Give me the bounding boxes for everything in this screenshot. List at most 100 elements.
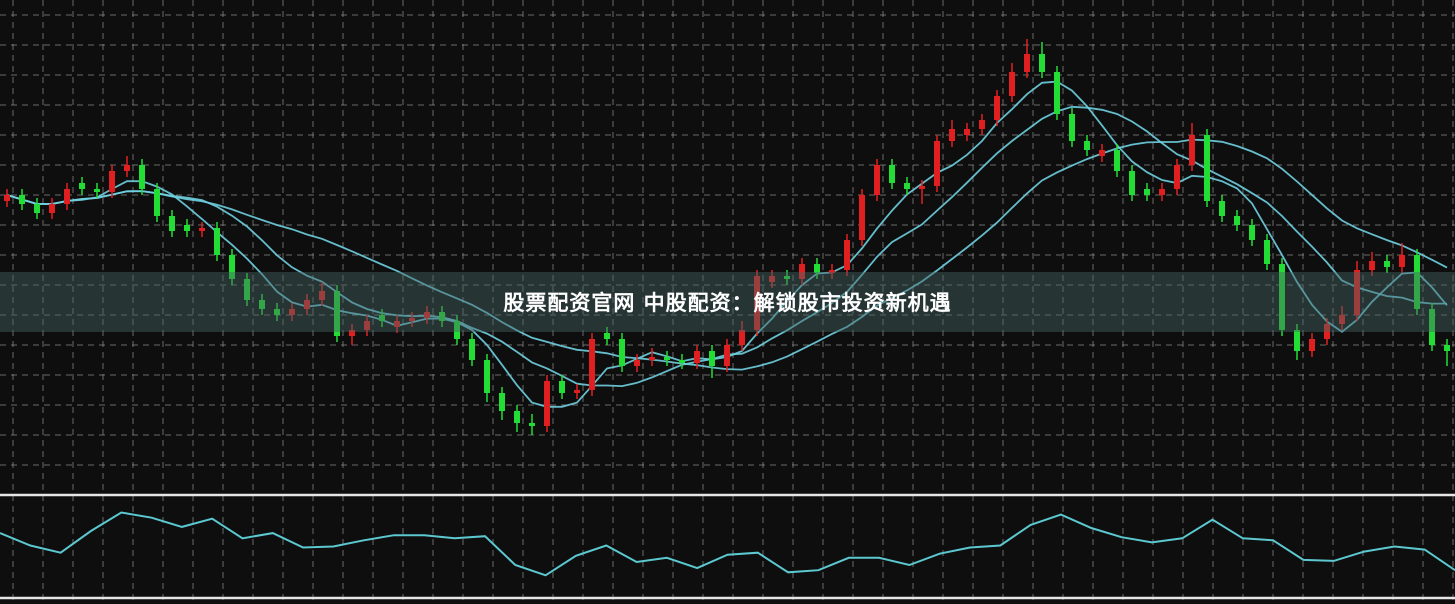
candle-body [739,330,745,345]
candle-body [94,189,100,192]
candle-body [1054,72,1060,114]
candle-body [274,309,280,315]
candles [4,39,1450,435]
candle-body [1204,135,1210,201]
candle-body [1339,315,1345,324]
candle-body [1009,72,1015,96]
candle-body [214,228,220,255]
candle-body [124,165,130,171]
candle-body [1069,114,1075,141]
candle-body [79,183,85,189]
candle-body [1294,330,1300,351]
candle-body [154,189,160,216]
candle-body [439,312,445,321]
candle-body [889,165,895,183]
candle-body [544,381,550,426]
candle-body [529,423,535,426]
candle-body [1084,141,1090,150]
candle-body [1399,255,1405,267]
candle-body [1324,324,1330,339]
candle-body [604,333,610,339]
candle-body [1039,54,1045,72]
oscillator-line [0,511,1455,577]
candle-body [784,276,790,279]
candle-body [484,360,490,393]
candle-body [1099,150,1105,156]
candle-body [1129,171,1135,195]
candle-body [829,270,835,273]
candle-body [169,216,175,231]
candle-body [4,195,10,201]
candle-body [964,129,970,135]
candle-body [424,312,430,318]
candle-body [859,195,865,240]
candle-body [1189,135,1195,165]
candle-body [34,204,40,213]
candle-body [304,300,310,309]
candle-body [289,309,295,315]
candle-body [979,120,985,129]
candle-body [1444,345,1450,351]
candle-body [1429,309,1435,345]
candle-body [199,228,205,231]
candle-body [634,360,640,366]
candle-body [574,390,580,393]
candle-body [649,357,655,360]
candle-body [364,321,370,330]
candle-body [949,129,955,141]
candle-body [1114,150,1120,171]
candle-body [109,171,115,192]
candle-body [919,186,925,189]
candle-body [1414,255,1420,309]
candle-body [1264,240,1270,264]
candle-body [379,315,385,321]
candle-body [559,381,565,393]
candle-body [1024,54,1030,72]
candle-body [589,339,595,390]
candle-body [394,321,400,327]
candle-body [454,321,460,339]
candle-body [679,360,685,363]
candle-body [814,264,820,273]
candle-body [409,318,415,321]
candle-body [1144,189,1150,195]
candle-body [754,276,760,330]
candle-body [229,255,235,279]
candle-body [64,189,70,204]
candle-body [844,240,850,270]
candle-body [319,291,325,300]
candle-body [244,279,250,300]
oscillator-panel [0,511,1455,577]
candle-body [139,165,145,189]
candle-body [19,195,25,204]
candle-body [1309,339,1315,351]
candle-body [904,183,910,189]
title-banner: 股票配资官网 中股配资：解锁股市投资新机遇 [0,272,1455,332]
candle-body [994,96,1000,120]
candle-body [724,345,730,366]
candle-body [1174,165,1180,189]
candle-body [1159,189,1165,195]
candle-body [619,339,625,366]
candle-body [1234,216,1240,225]
candle-body [874,165,880,195]
candle-body [1279,264,1285,330]
candle-body [664,357,670,360]
candle-body [1249,225,1255,240]
candle-body [1219,201,1225,216]
candle-body [709,351,715,366]
candle-body [1369,261,1375,270]
candle-body [514,411,520,423]
candle-body [259,300,265,309]
candle-body [49,204,55,213]
candle-body [334,291,340,336]
candle-body [469,339,475,360]
candle-body [934,141,940,186]
candle-body [1384,261,1390,267]
banner-title: 股票配资官网 中股配资：解锁股市投资新机遇 [503,291,952,315]
candle-body [694,351,700,363]
candle-body [769,276,775,282]
